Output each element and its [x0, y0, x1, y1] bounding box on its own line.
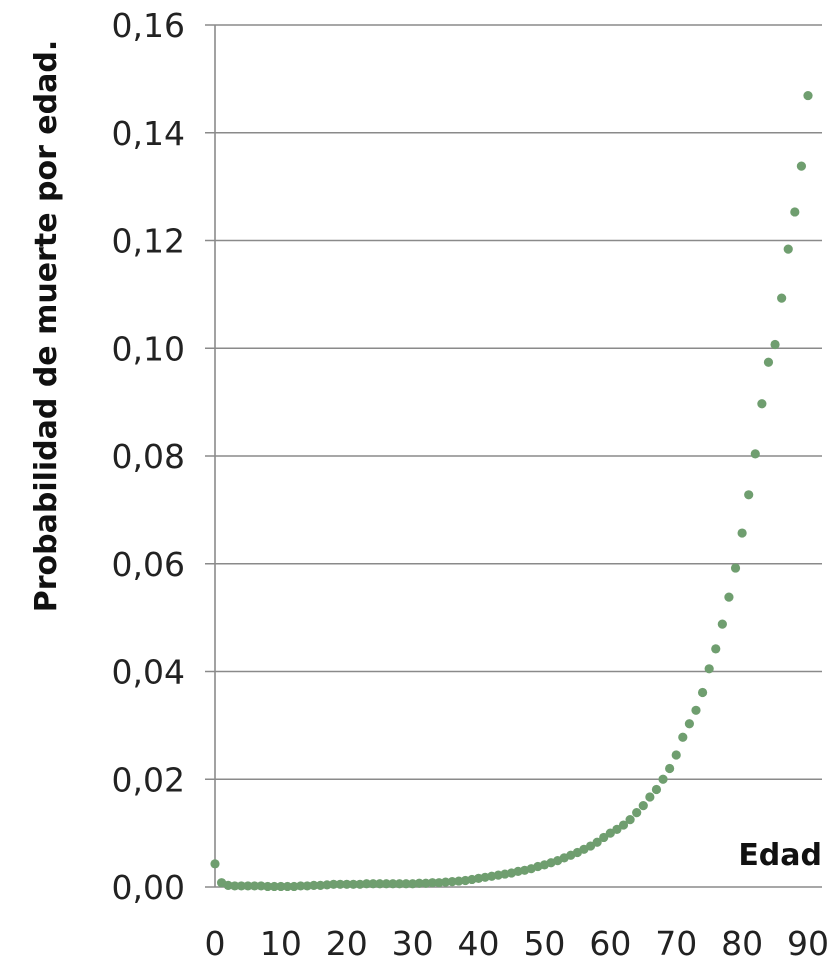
x-tick-label: 10 — [260, 924, 302, 963]
x-tick-label: 30 — [392, 924, 434, 963]
data-point — [757, 399, 767, 409]
data-point — [618, 820, 629, 830]
data-point — [263, 881, 273, 892]
data-point — [737, 528, 747, 538]
x-axis-title: Edad — [738, 838, 822, 873]
data-point — [730, 563, 741, 573]
data-point — [309, 880, 319, 890]
y-tick-labels: 0,00 0,02 0,04 0,06 0,08 0,10 0,12 0,14 0,16 — [112, 6, 185, 907]
x-tick-label: 40 — [458, 924, 500, 963]
x-tick-label: 80 — [721, 924, 763, 963]
data-point — [315, 880, 326, 890]
data-point — [296, 881, 306, 891]
data-point — [691, 705, 701, 715]
x-tick-label: 50 — [523, 924, 565, 963]
y-tick-label: 0,08 — [112, 437, 185, 476]
data-point — [223, 880, 233, 890]
data-point — [796, 161, 807, 171]
data-point — [394, 879, 405, 889]
data-point — [697, 687, 708, 698]
data-point — [704, 664, 714, 674]
data-point — [441, 877, 451, 887]
data-point — [322, 880, 332, 890]
data-point — [790, 207, 800, 217]
data-point — [355, 879, 365, 889]
data-point — [256, 881, 266, 891]
data-point — [342, 879, 352, 889]
data-point — [599, 832, 609, 843]
data-point — [230, 881, 240, 891]
gridlines — [205, 24, 822, 888]
data-point — [236, 881, 246, 891]
data-point — [381, 879, 391, 889]
data-point — [783, 244, 793, 254]
data-point — [665, 763, 675, 774]
y-tick-label: 0,10 — [112, 329, 185, 368]
y-tick-label: 0,00 — [112, 868, 185, 907]
data-points — [210, 90, 813, 892]
x-tick-label: 70 — [655, 924, 697, 963]
data-point — [447, 877, 457, 887]
data-point — [645, 792, 655, 802]
data-point — [243, 881, 253, 891]
data-point — [401, 879, 411, 889]
x-tick-label: 20 — [326, 924, 368, 963]
data-point — [269, 881, 279, 892]
data-point — [427, 878, 438, 888]
data-point — [408, 879, 418, 889]
data-point — [276, 881, 286, 892]
data-point — [763, 357, 774, 367]
data-point — [632, 808, 642, 818]
x-tick-label: 90 — [787, 924, 829, 963]
data-point — [803, 90, 813, 101]
data-point — [750, 449, 760, 459]
data-point — [744, 490, 754, 500]
data-point — [414, 878, 424, 888]
data-point — [711, 644, 721, 654]
y-tick-label: 0,06 — [112, 545, 185, 584]
data-point — [724, 592, 734, 602]
data-point — [282, 881, 293, 892]
data-point — [717, 619, 727, 629]
data-point — [335, 879, 345, 889]
data-point — [375, 879, 385, 889]
data-point — [658, 774, 668, 784]
data-point — [249, 881, 260, 891]
data-point — [671, 750, 681, 760]
data-point — [625, 815, 635, 825]
x-tick-label: 0 — [205, 924, 226, 963]
data-point — [348, 879, 358, 889]
y-tick-label: 0,16 — [112, 6, 185, 45]
data-point — [388, 879, 398, 889]
x-tick-label: 60 — [589, 924, 631, 963]
data-point — [592, 837, 602, 847]
data-point — [651, 784, 662, 795]
data-point — [210, 859, 220, 869]
data-point — [302, 881, 312, 891]
data-point — [289, 881, 299, 892]
y-tick-label: 0,02 — [112, 760, 185, 799]
data-point — [434, 878, 444, 888]
y-tick-label: 0,04 — [112, 653, 185, 692]
data-point — [368, 879, 378, 889]
data-point — [329, 879, 339, 889]
data-point — [454, 876, 464, 886]
data-point — [361, 879, 372, 889]
data-point — [638, 801, 648, 811]
x-tick-labels: 0 10 20 30 40 50 60 70 80 90 — [205, 924, 830, 963]
y-tick-label: 0,14 — [112, 114, 185, 153]
data-point — [678, 732, 688, 742]
data-point — [777, 293, 787, 303]
y-axis-title: Probabilidad de muerte por edad. — [29, 40, 64, 613]
data-point — [770, 339, 780, 350]
data-point — [684, 719, 695, 729]
data-point — [612, 824, 622, 834]
data-point — [421, 878, 431, 888]
y-tick-label: 0,12 — [112, 222, 185, 261]
